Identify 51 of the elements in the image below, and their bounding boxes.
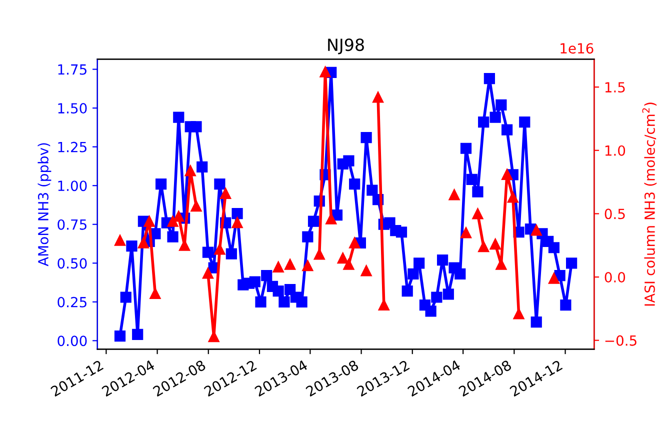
point (530, 224, 542, 236)
point (501, 168, 513, 180)
point (448, 189, 460, 200)
point (220, 188, 232, 199)
point (548, 272, 560, 284)
point (302, 260, 314, 272)
y-axis-title: AMoN NH3 (ppbv) (38, 143, 52, 266)
y2-tick-label: 0.0 (604, 272, 626, 282)
point (232, 217, 243, 228)
y-tick-label: 1.50 (58, 103, 87, 114)
point (114, 234, 126, 246)
y-tick-label: 1.75 (58, 64, 86, 75)
point (320, 66, 331, 78)
point (343, 258, 354, 270)
point (138, 237, 150, 248)
point (314, 248, 325, 260)
point (272, 261, 284, 272)
point (337, 252, 348, 264)
y-tick-label: 0.75 (58, 219, 86, 230)
point (167, 216, 178, 227)
point (214, 244, 226, 255)
y-tick-label: 0.25 (58, 296, 86, 308)
point (173, 210, 184, 222)
y-tick-label: 0.00 (58, 336, 87, 346)
point (326, 213, 337, 224)
y2-tick-label: 1.0 (605, 145, 626, 156)
point (507, 192, 518, 203)
point (513, 308, 524, 320)
point (284, 258, 296, 270)
point (472, 208, 484, 220)
y2-tick-label: 1.5 (605, 82, 625, 93)
point (372, 92, 384, 103)
y-tick-label: 1.25 (58, 142, 86, 152)
y-tick-label: 1.00 (58, 180, 87, 192)
y2-axis-title: IASI column NH3 (molec/cm$^{2}$) (642, 102, 657, 306)
y-tick-label: 0.50 (58, 258, 87, 269)
point (378, 299, 390, 310)
y2-tick-label: 0.5 (604, 208, 625, 220)
point (144, 216, 155, 227)
point (478, 241, 490, 252)
point (360, 265, 372, 276)
point (150, 288, 161, 300)
point (349, 237, 360, 248)
point (184, 165, 196, 176)
point (202, 268, 214, 279)
point (490, 238, 501, 250)
y2-tick-label: −0.5 (605, 335, 636, 346)
point (460, 227, 472, 238)
chart-title: NJ98 (328, 38, 364, 54)
text: 1e16 (560, 43, 594, 54)
point (190, 200, 202, 212)
